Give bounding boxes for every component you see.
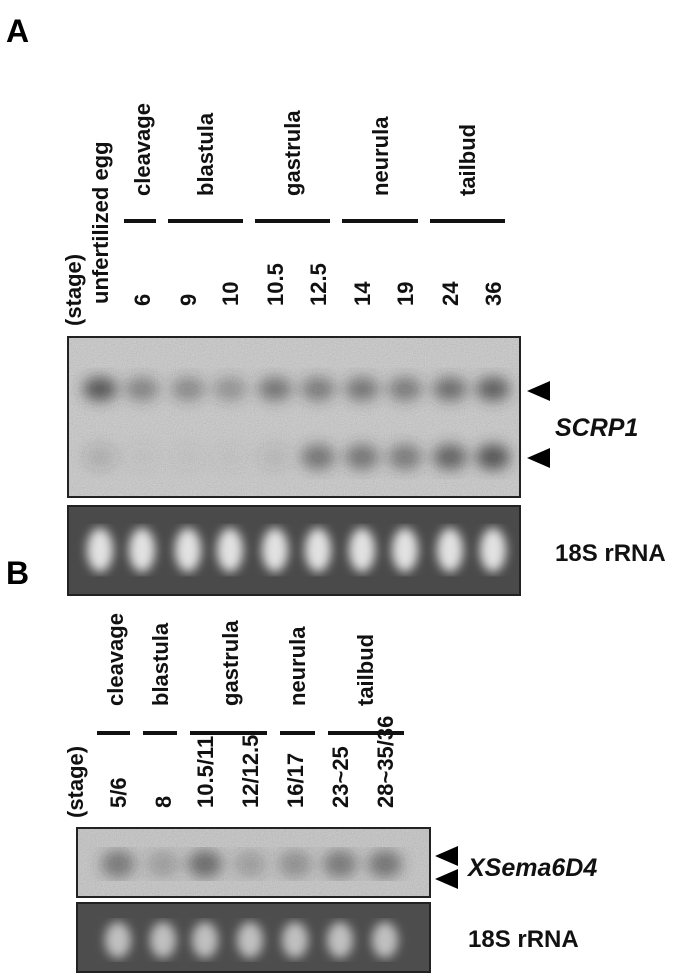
band-lower (301, 444, 335, 470)
lane-stage-label: 10.5 (263, 263, 288, 306)
lane-stage-label: 10 (218, 282, 243, 306)
lane-stage-label: 12.5 (306, 263, 331, 306)
panel-a-unfertilized-egg-label: unfertilized egg (88, 141, 113, 304)
lane-stage-label: 28~35/36 (373, 716, 398, 808)
band-lower (83, 444, 117, 470)
panel-b-letter: B (6, 555, 29, 591)
stage-group-label: blastula (148, 622, 173, 706)
stage-group-label: cleavage (130, 103, 155, 196)
rrna-band (262, 528, 288, 572)
panel-a-rrna-blot (67, 505, 521, 596)
rrna-band (217, 528, 243, 572)
band-lower (125, 444, 159, 470)
band-lower (433, 444, 467, 470)
band-upper (83, 377, 117, 401)
rrna-band (129, 528, 155, 572)
rrna-band (150, 922, 176, 958)
panel-a-stage-label: (stage) (61, 254, 86, 326)
rrna-band (175, 528, 201, 572)
stage-group-label: blastula (193, 112, 218, 196)
band-lower (258, 444, 292, 470)
stage-group-label: neurula (285, 626, 310, 706)
lane-stage-label: 36 (481, 282, 506, 306)
panel-b-stage-label: (stage) (63, 746, 88, 818)
stage-group-label: neurula (368, 116, 393, 196)
band-lower (476, 444, 510, 470)
band-upper (433, 377, 467, 401)
band-upper (258, 377, 292, 401)
panel-a-scrp1-blot (67, 336, 521, 498)
lane-stage-label: 12/12.5 (238, 735, 263, 808)
band-upper (476, 377, 510, 401)
panel-b-rrna-blot (76, 902, 431, 973)
panel-b-gene-label: XSema6D4 (466, 854, 597, 882)
band (101, 850, 135, 878)
lane-stage-label: 19 (393, 282, 418, 306)
band-lower (345, 444, 379, 470)
band-upper (125, 377, 159, 401)
lane-stage-label: 10.5/11 (193, 736, 218, 808)
panel-a-stage-groups: cleavage blastula gastrula neurula tailbud (124, 103, 505, 223)
stage-group-label: cleavage (103, 613, 128, 706)
rrna-band (105, 922, 131, 958)
rrna-band (192, 922, 218, 958)
rrna-band (305, 528, 331, 572)
band-upper (213, 377, 247, 401)
rrna-band (437, 528, 463, 572)
lane-stage-label: 9 (176, 294, 201, 306)
rrna-band (372, 922, 398, 958)
rrna-band (480, 528, 506, 572)
band-upper (388, 377, 422, 401)
panel-a-lane-labels: 6 9 10 10.5 12.5 14 19 24 36 (130, 263, 506, 306)
band (188, 850, 222, 878)
band-lower (171, 444, 205, 470)
lane-stage-label: 5/6 (106, 777, 131, 808)
panel-a-rrna-label: 18S rRNA (555, 540, 666, 567)
rrna-band (87, 528, 113, 572)
panel-b-lane-labels: 5/6 8 10.5/11 12/12.5 16/17 23~25 28~35/36 (106, 716, 398, 808)
rrna-band (392, 528, 418, 572)
lane-stage-label: 8 (151, 796, 176, 808)
stage-group-label: tailbud (455, 124, 480, 196)
arrowhead-upper-icon (435, 846, 458, 866)
band (368, 850, 402, 878)
band (233, 850, 267, 878)
panel-b-xsema6d4-blot (76, 827, 431, 898)
lane-stage-label: 14 (350, 281, 375, 306)
lane-stage-label: 16/17 (283, 753, 308, 808)
lane-stage-label: 24 (438, 281, 463, 306)
band-upper (345, 377, 379, 401)
panel-a-letter: A (6, 13, 29, 49)
panel-b-rrna-label: 18S rRNA (468, 926, 579, 953)
arrowhead-lower-icon (435, 869, 458, 889)
band (146, 850, 180, 878)
panel-b-stage-groups: cleavage blastula gastrula neurula tailbud (97, 613, 404, 735)
stage-group-label: gastrula (218, 620, 243, 706)
rrna-band (237, 922, 263, 958)
band-upper (301, 377, 335, 401)
rrna-band (349, 528, 375, 572)
band (278, 850, 312, 878)
band (323, 850, 357, 878)
rrna-band (327, 922, 353, 958)
lane-stage-label: 6 (130, 294, 155, 306)
band-lower (213, 444, 247, 470)
band-upper (171, 377, 205, 401)
band-lower (388, 444, 422, 470)
lane-stage-label: 23~25 (328, 746, 353, 808)
stage-group-label: gastrula (280, 110, 305, 196)
panel-a-gene-label: SCRP1 (555, 414, 638, 442)
rrna-band (282, 922, 308, 958)
arrowhead-lower-icon (527, 448, 550, 468)
stage-group-label: tailbud (353, 634, 378, 706)
arrowhead-upper-icon (527, 381, 550, 401)
